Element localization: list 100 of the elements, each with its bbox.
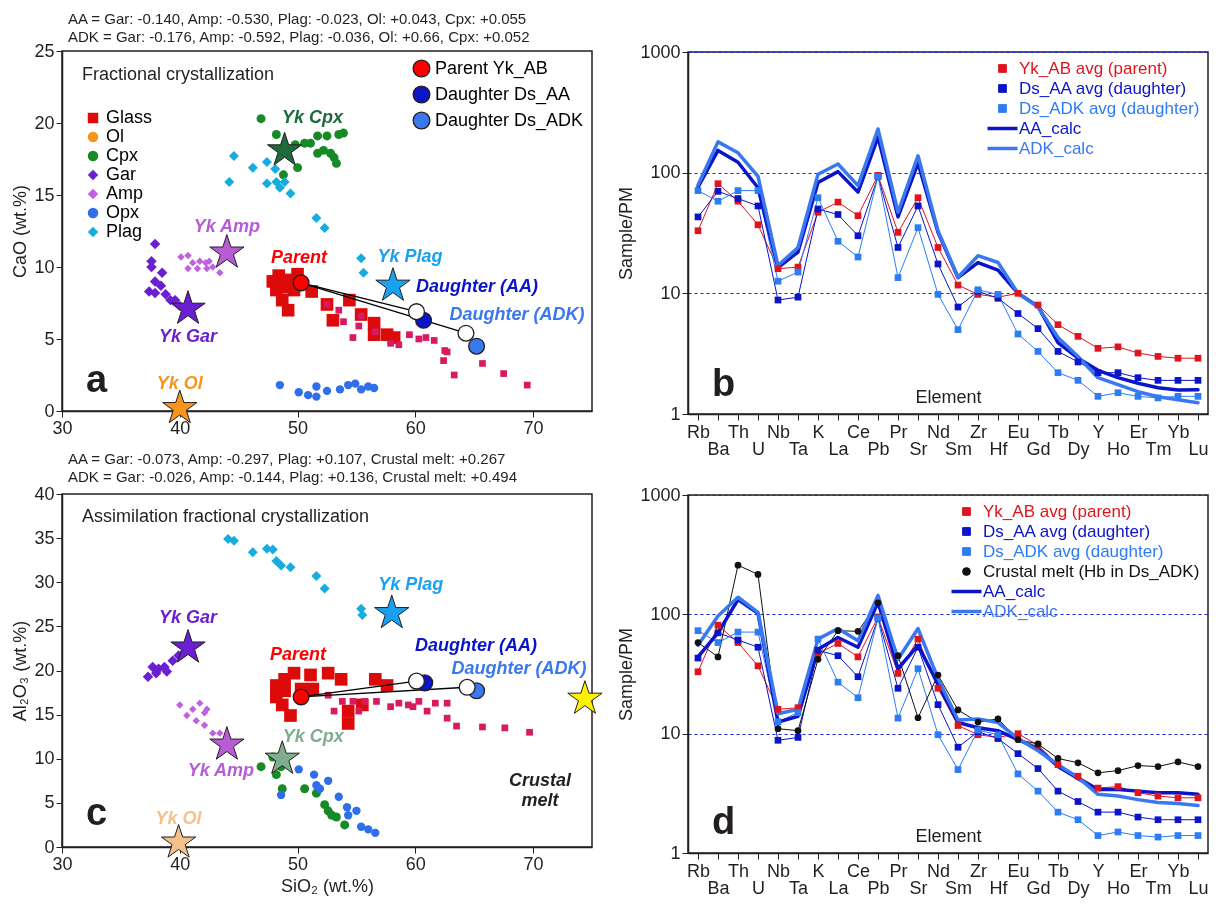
legend-label: Yk_AB avg (parent) <box>1019 58 1168 78</box>
y-tick-label: 15 <box>34 704 55 725</box>
y-tick-label: 20 <box>34 112 55 133</box>
x-tick-label: Y <box>1092 860 1105 881</box>
series-label: Yk Amp <box>187 759 255 780</box>
legend-label: Ol <box>106 126 124 146</box>
legend-label: Cpx <box>106 145 139 165</box>
series-label: Yk Cpx <box>282 107 345 128</box>
series-label: Yk Plag <box>378 574 444 595</box>
legend-label: Gar <box>106 164 137 184</box>
legend-label: Plag <box>106 221 143 241</box>
series-label: Yk Plag <box>377 245 443 266</box>
y-tick-label: 100 <box>650 162 681 183</box>
x-tick-label: Y <box>1092 421 1105 442</box>
legend-label: Daughter Ds_ADK <box>435 109 584 131</box>
x-tick-label: Pr <box>889 860 908 881</box>
x-axis-title: Element <box>915 386 982 407</box>
y-axis-title: CaO (wt.%) <box>10 184 31 279</box>
x-tick-label: Sr <box>909 438 928 459</box>
y-tick-label: 40 <box>34 483 55 504</box>
x-tick-label: Ta <box>788 438 809 459</box>
legend-label: AA_calc <box>1019 118 1082 138</box>
x-tick-label: U <box>752 438 765 459</box>
annotation: b <box>712 362 736 404</box>
x-tick-label: 40 <box>170 853 191 874</box>
legend-label: Ds_AA avg (daughter) <box>983 521 1151 541</box>
x-tick-label: Er <box>1129 860 1148 881</box>
x-axis-title: SiO₂ (wt.%) <box>281 875 374 896</box>
x-tick-label: Zr <box>970 860 987 881</box>
x-tick-label: Ho <box>1106 438 1131 459</box>
x-tick-label: 50 <box>288 417 309 438</box>
annotation: Daughter (ADK) <box>451 658 587 678</box>
legend-label: Ds_ADK avg (daughter) <box>983 541 1164 561</box>
y-tick-label: 1 <box>670 403 681 424</box>
legend-label: Opx <box>106 202 140 222</box>
y-tick-label: 20 <box>34 660 55 680</box>
text: AA = Gar: -0.073, Amp: -0.297, Plag: +0.107, Crustal melt: +0.267 <box>68 450 506 467</box>
legend-label: Glass <box>106 107 153 127</box>
legend-label: ADK_calc <box>1019 138 1095 158</box>
annotation: Crustal melt <box>508 770 573 810</box>
series-label: Yk Ol <box>155 807 203 828</box>
series-label: Yk Gar <box>159 606 219 627</box>
y-tick-label: 10 <box>660 282 681 303</box>
legend-label: Amp <box>106 183 144 203</box>
x-tick-label: Dy <box>1067 438 1090 459</box>
x-tick-label: Ho <box>1106 877 1131 898</box>
annotation: Parent <box>269 644 328 664</box>
y-tick-label: 1000 <box>640 484 681 505</box>
x-tick-label: K <box>812 421 825 442</box>
x-tick-label: Nb <box>766 421 791 442</box>
annotation: Daughter (AA) <box>416 276 538 296</box>
legend-label: Yk_AB avg (parent) <box>983 501 1132 521</box>
x-tick-label: Nb <box>766 860 791 881</box>
annotation: Daughter (AA) <box>415 635 537 655</box>
series-label: Yk Amp <box>193 215 261 236</box>
y-tick-label: 5 <box>44 328 55 349</box>
x-tick-label: 70 <box>523 417 544 438</box>
y-tick-label: 10 <box>34 748 55 769</box>
x-tick-label: 70 <box>523 853 544 874</box>
text: AA = Gar: -0.140, Amp: -0.530, Plag: -0.023, Ol: +0.043, Cpx: +0.055 <box>68 10 527 27</box>
text: ADK = Gar: -0.026, Amp: -0.144, Plag: +0.136, Crustal melt: +0.494 <box>68 468 517 485</box>
y-tick-label: 0 <box>44 400 55 421</box>
y-tick-label: 1 <box>670 842 681 863</box>
x-tick-label: Dy <box>1067 877 1090 898</box>
text: ADK = Gar: -0.176, Amp: -0.592, Plag: -0.036, Ol: +0.66, Cpx: +0.052 <box>68 28 530 45</box>
x-tick-label: Lu <box>1188 877 1209 898</box>
x-tick-label: Lu <box>1188 438 1209 459</box>
y-tick-label: 25 <box>34 615 55 636</box>
y-tick-label: 25 <box>34 40 55 61</box>
series-label: Yk Ol <box>156 373 204 394</box>
annotation: Daughter (ADK) <box>449 304 585 324</box>
y-tick-label: 35 <box>34 527 55 548</box>
annotation: d <box>712 800 736 842</box>
legend-label: Daughter Ds_AA <box>435 83 571 105</box>
x-tick-label: Hf <box>989 877 1009 898</box>
annotation: Assimilation fractional crystallization <box>82 506 370 526</box>
y-axis-title: Sample/PM <box>616 627 637 722</box>
y-tick-label: 100 <box>650 603 681 624</box>
y-tick-label: 30 <box>34 571 55 592</box>
y-tick-label: 1000 <box>640 41 681 62</box>
x-tick-label: Er <box>1129 421 1148 442</box>
x-tick-label: Zr <box>970 421 987 442</box>
y-tick-label: 10 <box>660 723 681 744</box>
annotation: c <box>86 791 108 833</box>
x-tick-label: 60 <box>405 417 426 438</box>
x-tick-label: Sr <box>909 877 928 898</box>
series-label: Yk Gar <box>159 325 219 346</box>
annotation: Fractional crystallization <box>82 64 275 84</box>
x-tick-label: 60 <box>405 853 426 874</box>
x-axis-title: Element <box>915 825 982 846</box>
legend-label: Ds_AA avg (daughter) <box>1019 78 1187 98</box>
x-tick-label: U <box>752 877 765 898</box>
x-tick-label: 40 <box>170 417 191 438</box>
x-tick-label: Pr <box>889 421 908 442</box>
y-axis-title: Al₂O₃ (wt.%) <box>10 620 31 722</box>
legend-label: Parent Yk_AB <box>435 57 548 79</box>
x-tick-label: K <box>812 860 825 881</box>
y-tick-label: 0 <box>44 836 55 857</box>
legend-label: Ds_ADK avg (daughter) <box>1019 98 1200 118</box>
x-tick-label: Ta <box>788 877 809 898</box>
